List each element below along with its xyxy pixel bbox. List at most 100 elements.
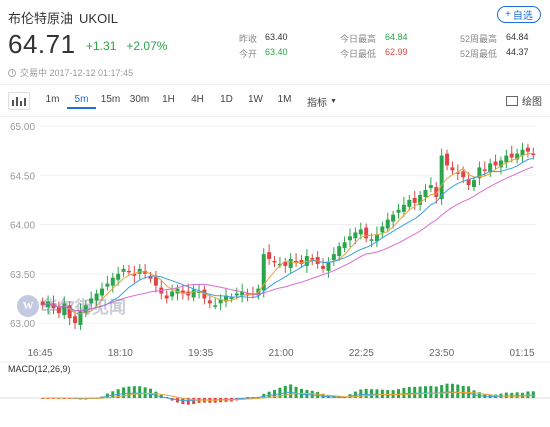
stat-value: 64.84 (385, 32, 408, 42)
macd-bar (423, 386, 427, 398)
period-tab-30m[interactable]: 30m (129, 93, 150, 105)
instrument-name: 布伦特原油 (8, 11, 74, 26)
period-tab-1D[interactable]: 1D (220, 93, 233, 105)
x-tick-label: 18:10 (108, 348, 133, 359)
stat-value: 63.40 (265, 47, 288, 57)
y-tick-label: 63.50 (10, 270, 35, 281)
macd-bar (186, 398, 190, 405)
candle-body (498, 160, 503, 168)
candle-body (83, 305, 88, 314)
candle-body (213, 305, 218, 307)
stat-value: 44.37 (506, 47, 529, 57)
period-tab-15m[interactable]: 15m (100, 93, 121, 105)
candle-body (310, 258, 315, 260)
x-tick-label: 22:25 (349, 348, 374, 359)
stat-label: 今开 (239, 49, 258, 59)
macd-label: MACD(12,26,9) (8, 364, 71, 374)
candle-body (105, 283, 110, 287)
macd-bar (132, 386, 136, 398)
macd-bar (278, 387, 282, 398)
candle-body (434, 187, 439, 197)
candle-body (121, 268, 126, 272)
macd-bar (397, 389, 401, 398)
macd-bar (440, 385, 444, 398)
candle-body (380, 226, 385, 233)
macd-bar (364, 388, 368, 398)
macd-bar (407, 386, 411, 398)
change-percent: +2.07% (126, 39, 168, 53)
period-tab-1m[interactable]: 1m (45, 93, 60, 105)
draw-label: 绘图 (522, 97, 542, 108)
candle-body (191, 289, 196, 298)
candle-body (240, 291, 245, 296)
stat-label: 52周最高 (460, 34, 498, 44)
trading-status: 交易中 2017-12-12 01:17:45 (8, 66, 133, 79)
macd-bar (294, 386, 298, 398)
indicator-dropdown[interactable]: 指标 ▼ (307, 94, 337, 109)
candle-body (261, 254, 266, 291)
candle-body (477, 167, 482, 179)
candle-body (331, 254, 336, 261)
candle-body (472, 180, 476, 188)
candle-body (197, 291, 202, 294)
candle-body (466, 179, 471, 186)
candle-body (229, 297, 234, 299)
macd-bar (246, 397, 250, 398)
macd-bar (413, 386, 417, 398)
macd-bar (531, 391, 535, 398)
draw-button[interactable]: 绘图 (506, 93, 542, 108)
macd-bar (429, 385, 433, 398)
macd-bar (283, 385, 287, 398)
stat-label: 昨收 (239, 34, 258, 44)
macd-bar (370, 389, 374, 398)
x-tick-label: 16:45 (27, 348, 52, 359)
macd-dif-line (42, 391, 534, 402)
macd-bar (456, 384, 460, 398)
macd-bar (154, 391, 158, 398)
macd-bar (310, 390, 314, 398)
period-tab-1M[interactable]: 1M (277, 93, 292, 105)
candle-body (126, 270, 131, 273)
candlestick-icon[interactable] (8, 92, 30, 110)
watermark-text: 华尔街见闻 (41, 298, 126, 317)
candle-body (418, 194, 423, 205)
candle-body (116, 273, 121, 280)
ma-line-20 (42, 166, 534, 312)
macd-bar (122, 387, 126, 398)
period-tab-1W[interactable]: 1W (248, 93, 263, 105)
period-tab-1H[interactable]: 1H (162, 93, 175, 105)
candle-body (218, 299, 223, 304)
period-toolbar: 1m 5m 15m 30m 1H 4H 1D 1W 1M 指标 ▼ (8, 91, 337, 111)
candle-body (445, 153, 450, 166)
macd-bar (461, 385, 465, 398)
candle-body (531, 153, 536, 156)
period-tab-5m[interactable]: 5m (67, 94, 96, 109)
candle-body (170, 291, 175, 297)
candle-body (401, 204, 406, 212)
macd-bar (143, 387, 147, 398)
candle-body (482, 169, 487, 171)
macd-bar (127, 386, 131, 398)
period-tab-4H[interactable]: 4H (191, 93, 204, 105)
macd-dea-line (42, 391, 534, 401)
candle-body (234, 293, 239, 296)
add-watchlist-button[interactable]: + 自选 (497, 6, 541, 23)
candle-body (224, 295, 228, 302)
macd-bar (41, 398, 45, 399)
candle-body (294, 260, 299, 263)
x-tick-label: 19:35 (188, 348, 213, 359)
plus-icon: + (505, 9, 511, 20)
y-tick-label: 64.50 (10, 171, 35, 182)
candle-body (100, 288, 104, 296)
x-tick-label: 01:15 (509, 348, 534, 359)
candle-body (110, 277, 115, 286)
candle-body (283, 261, 288, 266)
divider (0, 84, 550, 85)
macd-bar (375, 389, 379, 398)
add-watchlist-label: 自选 (512, 11, 533, 22)
candle-body (407, 199, 412, 207)
candle-body (385, 219, 390, 229)
candle-body (493, 161, 498, 166)
candle-body (56, 306, 61, 314)
